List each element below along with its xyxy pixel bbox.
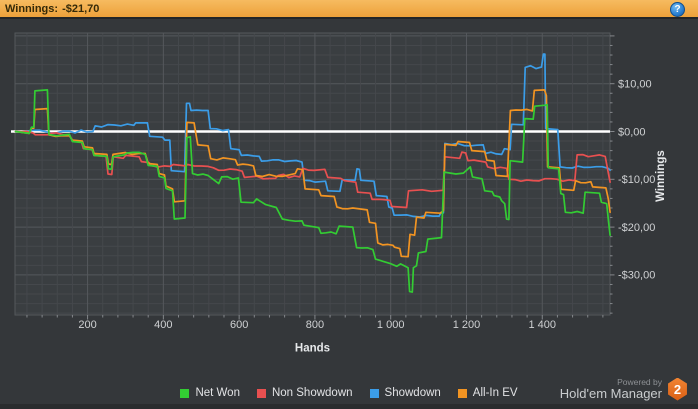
y-tick-label: -$30,00 <box>618 270 655 282</box>
brand-name: Hold'em Manager <box>559 386 662 401</box>
all-in-ev-swatch-icon <box>457 388 467 398</box>
holdem-manager-branding: Powered by Hold'em Manager 2 <box>560 377 688 401</box>
bottom-strip <box>0 404 698 409</box>
x-tick-label: 800 <box>306 319 324 331</box>
winnings-title-bar: Winnings: -$21,70 <box>0 0 698 19</box>
non-showdown-swatch-icon <box>256 388 266 398</box>
powered-by-text: Powered by <box>617 377 662 387</box>
plot-border <box>14 32 611 316</box>
showdown-swatch-icon <box>369 388 379 398</box>
legend-label: Showdown <box>384 387 441 399</box>
legend-label: Net Won <box>195 387 240 399</box>
x-tick-label: 1 000 <box>377 319 405 331</box>
legend-label: All-In EV <box>472 387 518 399</box>
series-line-all-in-ev <box>14 89 611 258</box>
axes: 200 400 600 800 1 000 1 200 1 400 $10,00 $0,00 -$… <box>26 35 667 355</box>
series-line-showdown <box>14 53 611 218</box>
y-tick-label: -$20,00 <box>618 222 655 234</box>
y-axis-title: Winnings <box>655 150 667 202</box>
legend-item-showdown: Showdown <box>369 387 441 399</box>
legend-item-non-showdown: Non Showdown <box>256 387 353 399</box>
x-tick-label: 400 <box>154 319 172 331</box>
x-tick-label: 200 <box>78 319 96 331</box>
plot-area <box>15 33 610 315</box>
y-tick-label: $0,00 <box>618 126 646 138</box>
x-axis-title: Hands <box>295 343 330 355</box>
series-line-non-showdown <box>14 130 611 209</box>
legend-item-all-in-ev: All-In EV <box>457 387 518 399</box>
help-icon[interactable]: ? <box>670 2 685 17</box>
legend-item-net-won: Net Won <box>180 387 240 399</box>
net-won-swatch-icon <box>180 388 190 398</box>
x-tick-label: 1 200 <box>453 319 481 331</box>
x-tick-label: 600 <box>230 319 248 331</box>
y-tick-label: $10,00 <box>618 79 652 91</box>
y-tick-label: -$10,00 <box>618 174 655 186</box>
winnings-value: -$21,70 <box>62 2 100 15</box>
chart-legend: Net Won Non Showdown Showdown All-In EV <box>0 386 698 400</box>
legend-label: Non Showdown <box>271 387 353 399</box>
x-tick-label: 1 400 <box>528 319 556 331</box>
winnings-label: Winnings: <box>5 2 59 15</box>
series-line-net-won <box>14 89 611 293</box>
winnings-chart: 200 400 600 800 1 000 1 200 1 400 $10,00 $0,00 -$… <box>11 32 667 355</box>
hm2-logo-icon: 2 <box>668 377 687 401</box>
